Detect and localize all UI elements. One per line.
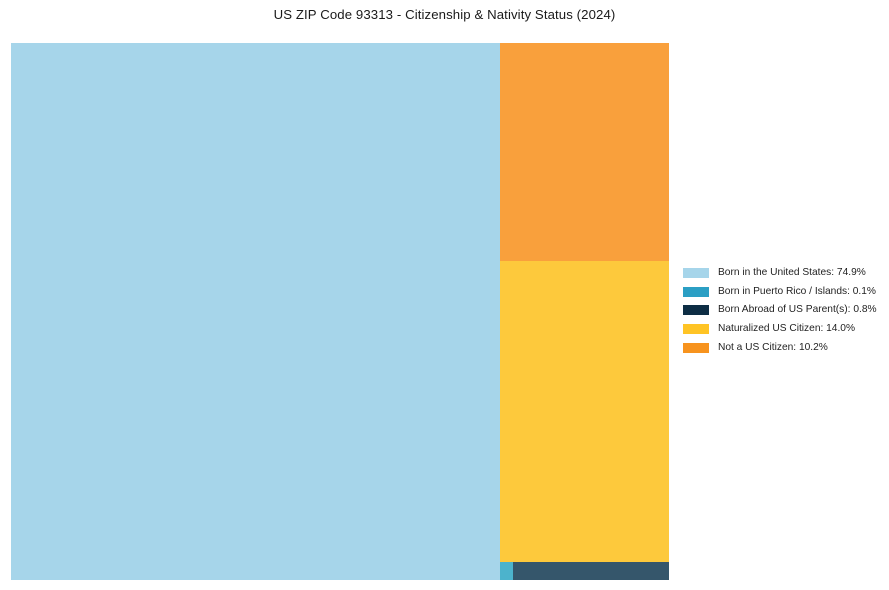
treemap-plot-area <box>11 43 669 580</box>
legend-label: Not a US Citizen: 10.2% <box>718 341 828 353</box>
legend-entry[interactable]: Born Abroad of US Parent(s): 0.8% <box>683 301 883 320</box>
legend-entry[interactable]: Not a US Citizen: 10.2% <box>683 338 883 357</box>
legend-label: Born Abroad of US Parent(s): 0.8% <box>718 304 877 316</box>
legend-entry[interactable]: Naturalized US Citizen: 14.0% <box>683 320 883 339</box>
chart-title: US ZIP Code 93313 - Citizenship & Nativi… <box>273 7 616 22</box>
legend-swatch-icon <box>683 268 709 279</box>
treemap-tile[interactable] <box>500 43 669 261</box>
treemap-tile[interactable] <box>500 261 669 562</box>
legend-entry[interactable]: Born in the United States: 74.9% <box>683 264 883 283</box>
legend-swatch-icon <box>683 286 709 297</box>
treemap-tile[interactable] <box>513 562 669 580</box>
chart-legend: Born in the United States: 74.9% Born in … <box>683 264 883 357</box>
legend-label: Naturalized US Citizen: 14.0% <box>718 322 856 334</box>
legend-label: Born in the United States: 74.9% <box>718 267 866 279</box>
legend-label: Born in Puerto Rico / Islands: 0.1% <box>718 285 876 297</box>
legend-swatch-icon <box>683 324 709 335</box>
treemap-tile[interactable] <box>500 562 513 580</box>
legend-entry[interactable]: Born in Puerto Rico / Islands: 0.1% <box>683 283 883 302</box>
treemap-tile[interactable] <box>11 43 500 580</box>
legend-swatch-icon <box>683 305 709 316</box>
legend-swatch-icon <box>683 342 709 353</box>
